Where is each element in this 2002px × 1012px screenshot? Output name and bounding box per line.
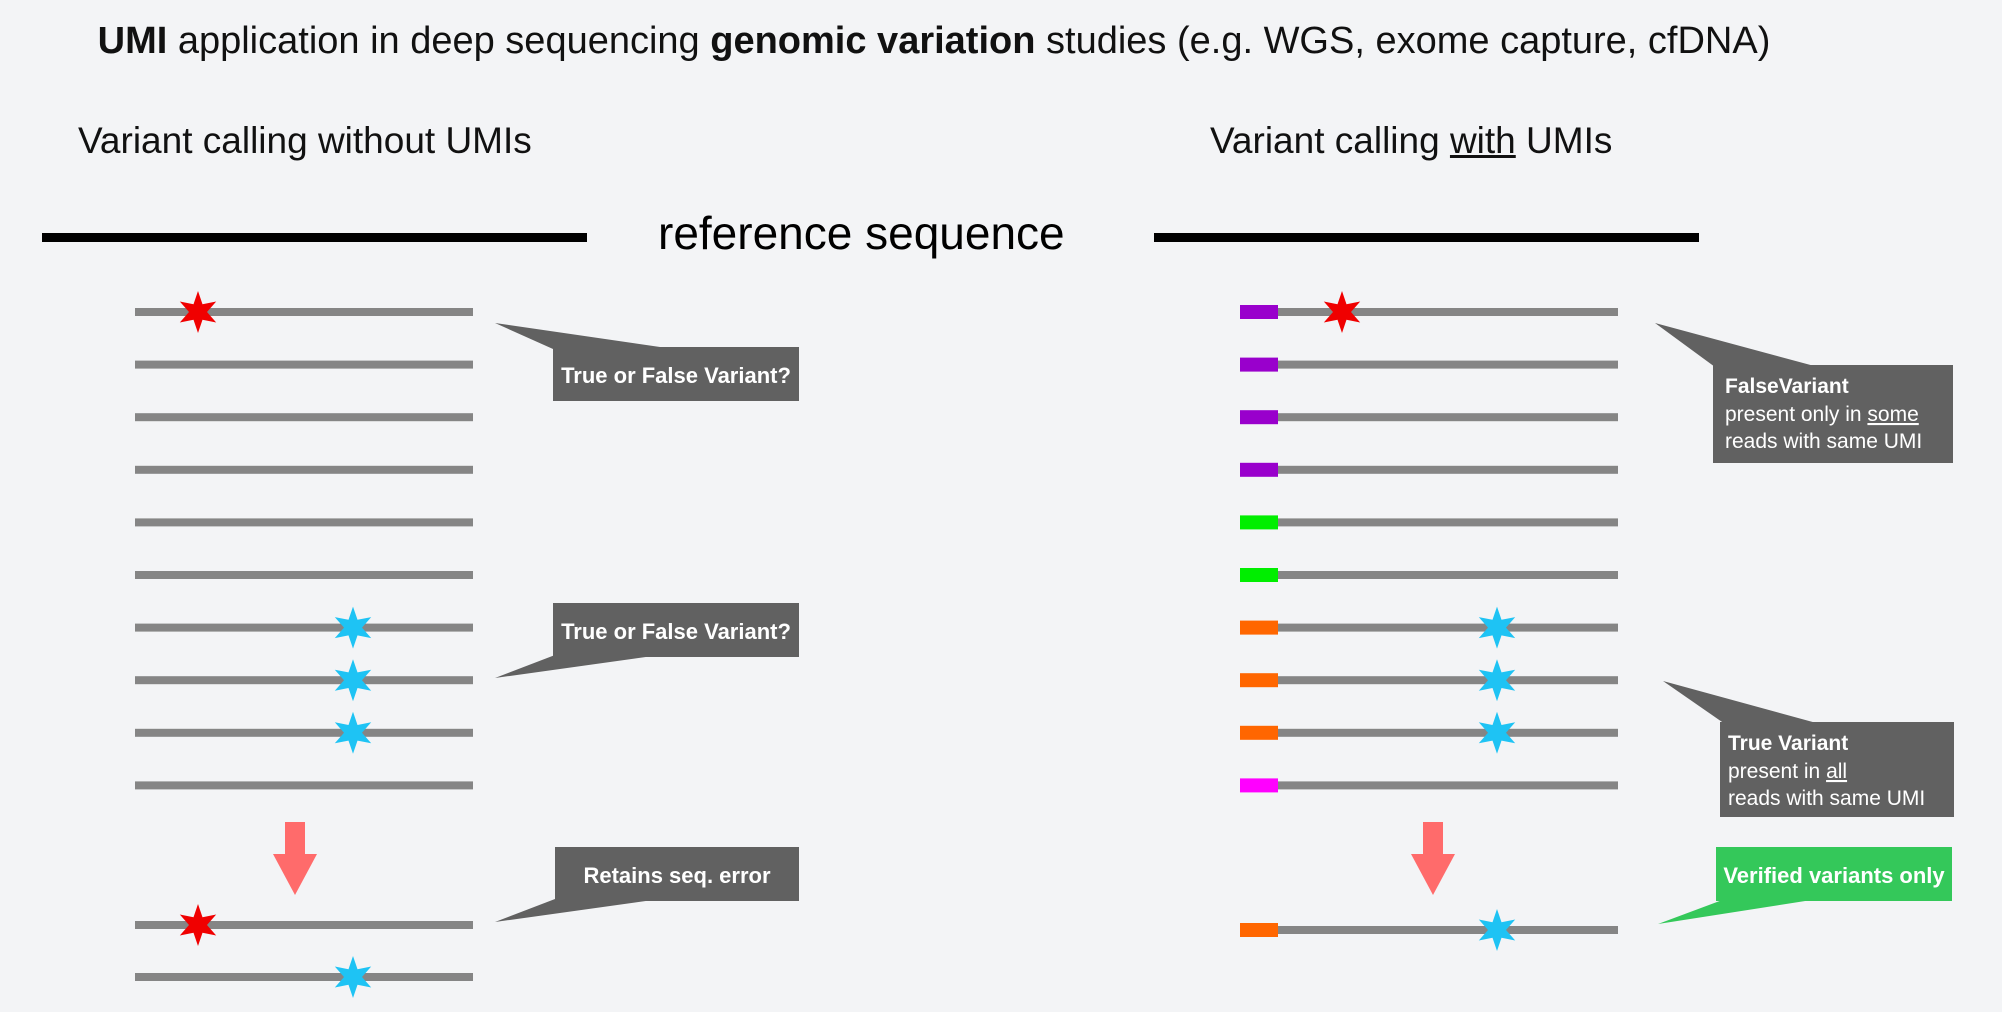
arrow-right xyxy=(1411,822,1455,895)
error-star-icon xyxy=(179,291,217,333)
umi-tag xyxy=(1240,410,1278,425)
callout-verified: Verified variants only xyxy=(1658,847,1952,924)
callout-left-2: True or False Variant? xyxy=(495,603,799,678)
umi-tag xyxy=(1240,462,1278,477)
arrow-left xyxy=(273,822,317,895)
variant-star-icon xyxy=(334,606,372,649)
read-line xyxy=(135,921,473,929)
left-heading: Variant calling without UMIs xyxy=(78,120,532,161)
svg-text:True or False Variant?: True or False Variant? xyxy=(561,619,791,644)
variant-star-icon xyxy=(334,956,372,998)
variant-star-icon xyxy=(1478,659,1516,702)
svg-text:present in all: present in all xyxy=(1728,760,1847,783)
read-line xyxy=(1278,308,1618,316)
read-line xyxy=(135,518,473,527)
diagram-title: UMI application in deep sequencing genom… xyxy=(97,20,1771,62)
variant-star-icon xyxy=(1478,606,1516,649)
read-line xyxy=(1278,413,1618,422)
read-line xyxy=(135,781,473,790)
umi-tag xyxy=(1240,515,1278,530)
umi-tag xyxy=(1240,305,1278,319)
callout-true-variant: True Variant present in all reads with s… xyxy=(1663,681,1954,817)
svg-text:True or False Variant?: True or False Variant? xyxy=(561,363,791,388)
read-line xyxy=(135,571,473,579)
read-line xyxy=(1278,571,1618,579)
read-line xyxy=(1278,518,1618,527)
callout-false-variant: FalseVariant present only in some reads … xyxy=(1655,323,1953,463)
callout-left-3: Retains seq. error xyxy=(495,847,799,922)
umi-tag xyxy=(1240,725,1278,740)
variant-star-icon xyxy=(334,711,372,754)
read-line xyxy=(135,728,473,737)
variant-star-icon xyxy=(1478,909,1516,951)
read-line xyxy=(135,308,473,316)
umi-tag xyxy=(1240,620,1278,635)
read-line xyxy=(135,676,473,685)
umi-tag xyxy=(1240,568,1278,582)
umi-tag xyxy=(1240,923,1278,937)
umi-tag xyxy=(1240,778,1278,793)
read-line xyxy=(135,623,473,632)
reference-label: reference sequence xyxy=(658,207,1065,259)
read-line xyxy=(1278,728,1618,737)
error-star-icon xyxy=(179,904,217,946)
read-line xyxy=(1278,360,1618,369)
svg-text:present only in some: present only in some xyxy=(1725,403,1919,426)
reference-line-right xyxy=(1154,233,1699,242)
svg-text:FalseVariant: FalseVariant xyxy=(1725,375,1849,398)
error-star-icon xyxy=(1323,291,1361,333)
read-line xyxy=(135,360,473,369)
umi-tag xyxy=(1240,673,1278,688)
reference-line-left xyxy=(42,233,587,242)
read-line xyxy=(135,413,473,422)
read-line xyxy=(135,973,473,981)
umi-tag xyxy=(1240,357,1278,372)
svg-text:Retains seq. error: Retains seq. error xyxy=(583,863,771,888)
svg-text:reads with same UMI: reads with same UMI xyxy=(1728,787,1925,810)
read-line xyxy=(1278,623,1618,632)
read-line xyxy=(1278,781,1618,790)
svg-text:reads with same UMI: reads with same UMI xyxy=(1725,430,1922,453)
read-line xyxy=(135,465,473,474)
read-line xyxy=(1278,926,1618,934)
read-line xyxy=(1278,465,1618,474)
callout-left-1: True or False Variant? xyxy=(495,323,799,401)
variant-star-icon xyxy=(1478,711,1516,754)
svg-text:True Variant: True Variant xyxy=(1728,732,1848,755)
variant-star-icon xyxy=(334,659,372,702)
right-heading: Variant calling with UMIs xyxy=(1210,120,1613,161)
read-line xyxy=(1278,676,1618,685)
svg-text:Verified variants only: Verified variants only xyxy=(1723,863,1945,888)
